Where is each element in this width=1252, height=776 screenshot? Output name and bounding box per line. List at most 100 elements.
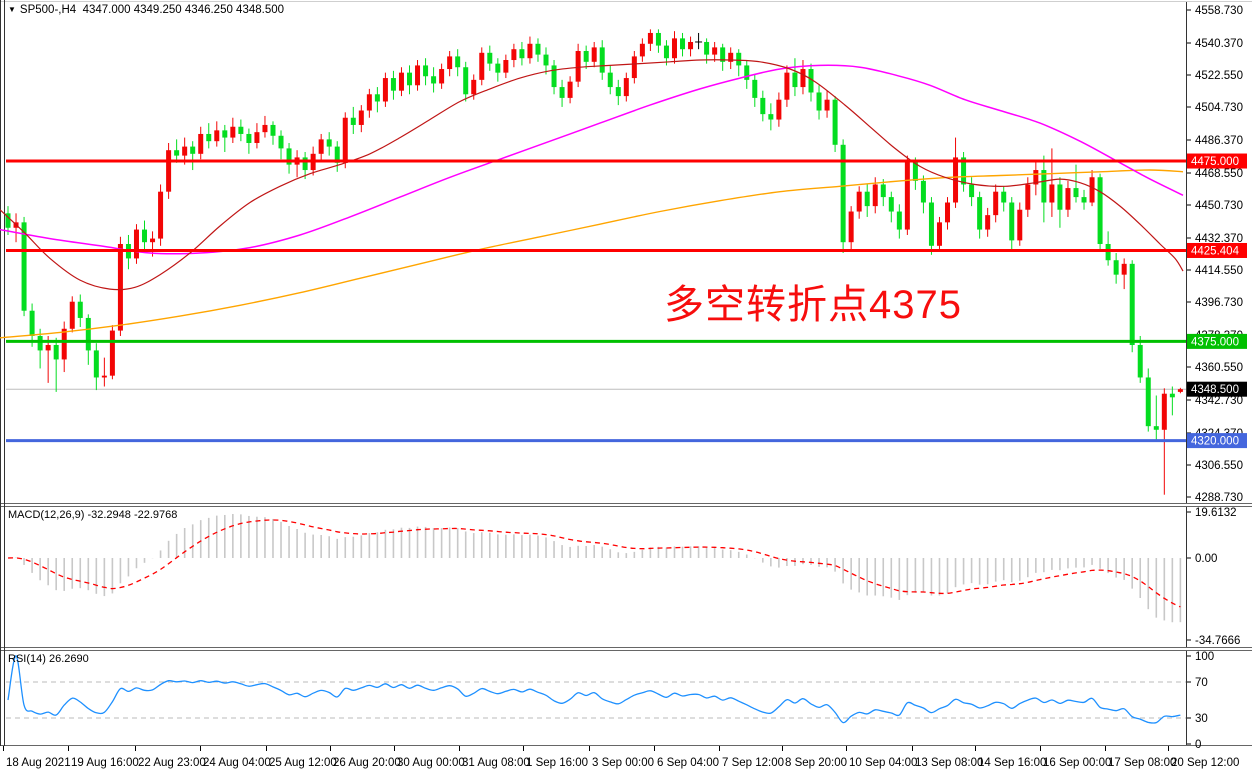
ma-fast-darkred [0, 59, 1184, 291]
candle [647, 32, 653, 44]
candle [439, 69, 445, 84]
candle [278, 135, 284, 149]
price-badge [1187, 242, 1247, 258]
time-axis-label: 22 Aug 23:00 [138, 757, 206, 769]
price-badge [1187, 381, 1247, 397]
candle [1009, 202, 1015, 241]
rsi-layer [6, 655, 1186, 724]
candle [969, 184, 975, 198]
candle [1129, 263, 1135, 346]
candle [61, 328, 67, 360]
candle [503, 60, 509, 73]
candle [93, 350, 99, 378]
candle [1089, 177, 1095, 203]
hlines-layer [6, 159, 1186, 443]
candle [1041, 170, 1047, 203]
candle [993, 191, 999, 216]
symbol-dropdown-icon[interactable]: ▼ [8, 5, 16, 14]
symbol-period-label: SP500-,H4 [19, 4, 77, 16]
time-axis-label: 30 Aug 00:00 [397, 757, 465, 769]
candle [792, 72, 798, 88]
chart-title: ▼ SP500-,H4 4347.000 4349.250 4346.250 43… [8, 4, 284, 16]
candle [936, 222, 942, 246]
candle [1177, 389, 1183, 392]
candle [326, 139, 332, 147]
candle [1001, 191, 1007, 203]
candle [407, 72, 412, 86]
candle [334, 146, 340, 163]
candle [712, 47, 718, 55]
candle [1121, 263, 1127, 275]
rsi-axis[interactable]: 100 70 30 0 [1187, 651, 1214, 751]
price-badge-label: 4320.000 [1191, 436, 1239, 448]
candle [471, 79, 477, 95]
candle [206, 133, 212, 142]
time-axis-label: 18 Aug 2021 [6, 757, 71, 769]
candle [511, 49, 517, 61]
price-axis-label: 4342.730 [1195, 395, 1243, 407]
candle [174, 150, 180, 156]
candle [880, 184, 886, 198]
candle [302, 157, 308, 171]
candle [824, 99, 830, 111]
candle [655, 32, 661, 46]
price-axis-label: 4450.730 [1195, 200, 1243, 212]
macd-panel-plot[interactable] [6, 507, 1186, 647]
chart-text-annotation: 多空转折点4375 [664, 283, 962, 327]
candle [358, 110, 364, 125]
candle [1033, 170, 1039, 185]
candle [808, 69, 814, 93]
candle [575, 50, 581, 82]
candle [487, 52, 493, 64]
price-axis-label: 4306.550 [1195, 460, 1243, 472]
candle [101, 375, 107, 378]
candle [671, 38, 677, 59]
ohlc-values: 4347.000 4349.250 4346.250 4348.500 [82, 4, 285, 16]
main-chart-plot[interactable] [6, 2, 1186, 503]
candle [29, 310, 35, 336]
price-axis-label: 4486.370 [1195, 135, 1243, 147]
rsi-axis-label: 100 [1195, 651, 1214, 663]
candle [222, 130, 228, 138]
candle [254, 132, 260, 143]
rsi-indicator-label: RSI(14) 26.2690 [8, 653, 89, 665]
price-axis-label: 4540.370 [1195, 38, 1243, 50]
candle [190, 146, 196, 154]
candle [816, 92, 822, 111]
candle [117, 243, 123, 331]
candle [230, 126, 236, 138]
candle [1017, 209, 1023, 241]
rsi-panel-plot[interactable] [6, 651, 1186, 745]
macd-signal-line [7, 519, 1181, 608]
price-axis[interactable]: 4558.730 4540.370 4522.550 4504.730 4486.370… [1187, 5, 1247, 504]
time-axis-label: 13 Sep 08:00 [915, 757, 983, 769]
candle [1065, 188, 1071, 210]
candle [527, 43, 533, 59]
candle [109, 330, 115, 376]
candle [1105, 243, 1111, 261]
candle [150, 238, 156, 243]
candle [69, 301, 75, 329]
price-badge-label: 4475.000 [1191, 156, 1239, 168]
candle [535, 43, 541, 55]
time-axis-label: 10 Sep 04:00 [849, 757, 917, 769]
candle [888, 197, 894, 212]
candle [736, 52, 742, 66]
time-axis-label: 16 Sep 00:00 [1043, 757, 1111, 769]
price-axis-label: 4432.370 [1195, 233, 1243, 245]
price-axis-label: 4522.550 [1195, 70, 1243, 82]
rsi-axis-label: 70 [1195, 677, 1208, 689]
macd-histogram [15, 514, 1182, 623]
candle [977, 197, 983, 230]
candle [77, 301, 83, 318]
candle [704, 41, 710, 55]
time-axis-label: 20 Sep 12:00 [1171, 757, 1239, 769]
macd-axis[interactable]: 19.6132 0.00 -34.7666 [1187, 507, 1240, 647]
candle [945, 202, 951, 223]
candle [495, 63, 501, 73]
candle [45, 345, 51, 351]
candle [551, 65, 557, 88]
candle [415, 65, 421, 86]
